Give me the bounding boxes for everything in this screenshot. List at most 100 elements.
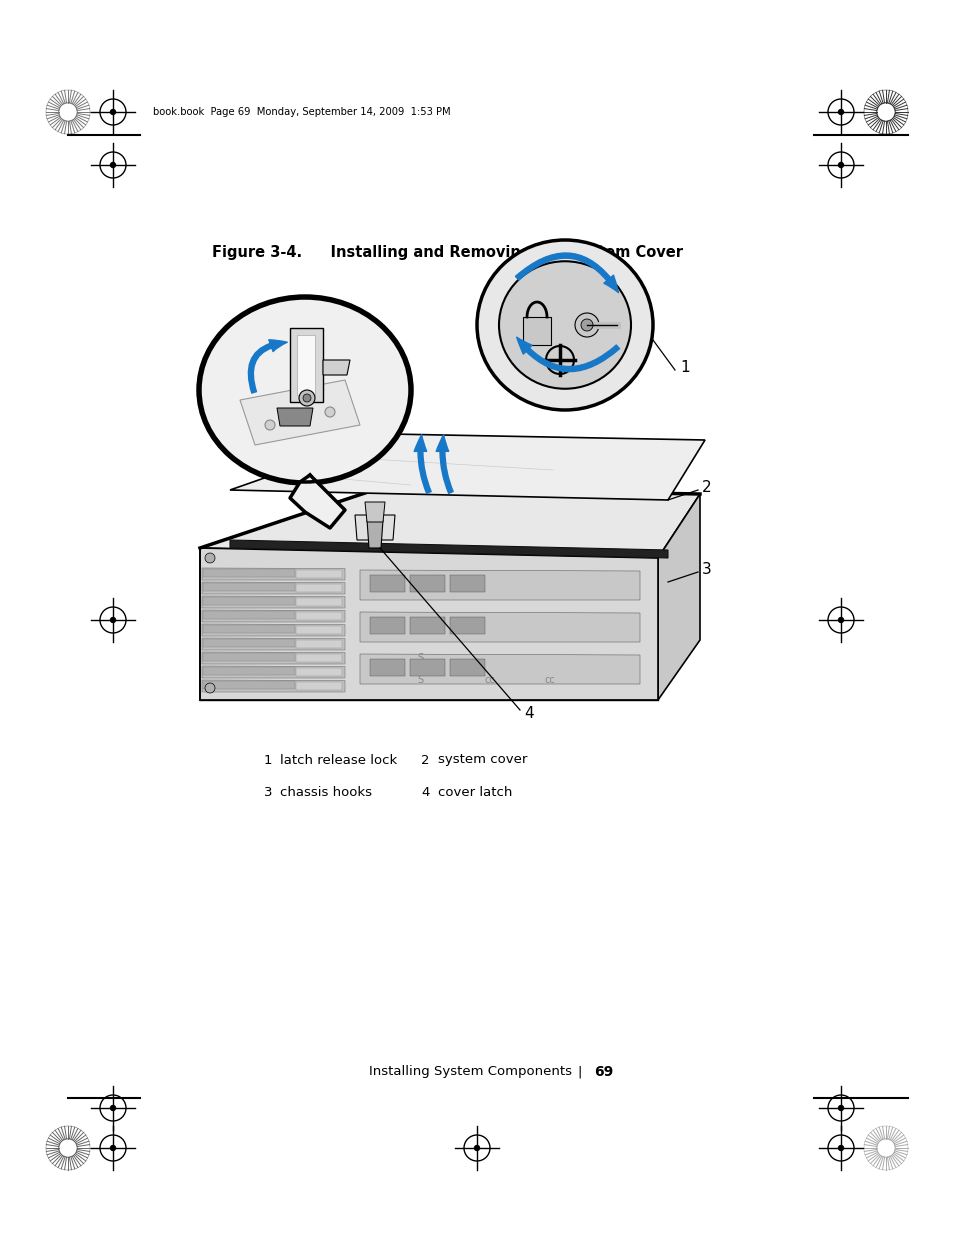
Circle shape [474, 1146, 479, 1151]
Text: 1: 1 [679, 361, 689, 375]
Polygon shape [202, 582, 345, 594]
Circle shape [838, 110, 842, 115]
Circle shape [265, 420, 274, 430]
Circle shape [575, 312, 598, 337]
Text: 3: 3 [701, 562, 711, 578]
Polygon shape [203, 638, 294, 647]
Polygon shape [370, 659, 405, 676]
Polygon shape [203, 667, 294, 676]
Polygon shape [202, 666, 345, 678]
Polygon shape [295, 682, 341, 690]
Polygon shape [658, 494, 700, 700]
Polygon shape [359, 571, 639, 600]
Polygon shape [230, 540, 667, 558]
Text: book.book  Page 69  Monday, September 14, 2009  1:53 PM: book.book Page 69 Monday, September 14, … [152, 107, 450, 117]
Text: Installing System Components: Installing System Components [369, 1066, 572, 1078]
Polygon shape [202, 568, 345, 580]
Text: 2: 2 [421, 753, 430, 767]
Text: 4: 4 [421, 785, 430, 799]
Text: cc: cc [484, 676, 495, 685]
Text: latch release lock: latch release lock [280, 753, 396, 767]
Polygon shape [365, 501, 385, 522]
Polygon shape [522, 317, 551, 345]
Polygon shape [367, 520, 382, 548]
Circle shape [838, 1146, 842, 1151]
Polygon shape [450, 576, 484, 592]
Text: 4: 4 [523, 706, 533, 721]
Polygon shape [203, 569, 294, 577]
Polygon shape [295, 584, 341, 592]
Polygon shape [202, 680, 345, 692]
Polygon shape [359, 655, 639, 684]
Text: cc: cc [544, 676, 555, 685]
Polygon shape [202, 610, 345, 622]
Polygon shape [450, 659, 484, 676]
Polygon shape [295, 655, 341, 662]
Polygon shape [370, 618, 405, 634]
Text: 69: 69 [594, 1065, 613, 1079]
Polygon shape [323, 359, 350, 375]
Polygon shape [230, 433, 704, 500]
Text: 2: 2 [701, 480, 711, 495]
Polygon shape [202, 638, 345, 650]
Polygon shape [410, 576, 444, 592]
Text: cover latch: cover latch [437, 785, 512, 799]
Circle shape [303, 394, 311, 403]
Polygon shape [290, 475, 345, 529]
Polygon shape [203, 583, 294, 592]
FancyArrowPatch shape [414, 435, 431, 493]
Polygon shape [202, 652, 345, 664]
Circle shape [111, 163, 115, 168]
Circle shape [838, 618, 842, 622]
Polygon shape [203, 597, 294, 605]
Ellipse shape [498, 262, 630, 389]
Ellipse shape [200, 298, 410, 482]
Text: Figure 3-4.: Figure 3-4. [212, 246, 302, 261]
Circle shape [325, 408, 335, 417]
Circle shape [111, 110, 115, 115]
Polygon shape [202, 597, 345, 608]
Text: |: | [578, 1066, 581, 1078]
Polygon shape [296, 335, 314, 395]
Polygon shape [276, 408, 313, 426]
Circle shape [580, 319, 593, 331]
Polygon shape [359, 613, 639, 642]
Polygon shape [203, 611, 294, 619]
Circle shape [838, 163, 842, 168]
Polygon shape [202, 624, 345, 636]
Circle shape [111, 618, 115, 622]
Text: 3: 3 [263, 785, 272, 799]
FancyArrowPatch shape [515, 253, 618, 293]
Polygon shape [295, 626, 341, 634]
FancyArrowPatch shape [436, 435, 453, 493]
Circle shape [838, 1105, 842, 1110]
Polygon shape [295, 668, 341, 676]
Polygon shape [295, 613, 341, 620]
Circle shape [205, 553, 214, 563]
Text: system cover: system cover [437, 753, 527, 767]
Polygon shape [355, 515, 395, 540]
Ellipse shape [198, 296, 412, 484]
Polygon shape [203, 625, 294, 634]
Polygon shape [290, 329, 323, 403]
Polygon shape [203, 680, 294, 689]
FancyArrowPatch shape [248, 340, 287, 393]
Circle shape [205, 683, 214, 693]
Text: S: S [416, 653, 422, 663]
Polygon shape [295, 640, 341, 648]
Polygon shape [370, 576, 405, 592]
Circle shape [298, 390, 314, 406]
Polygon shape [295, 598, 341, 606]
Polygon shape [410, 659, 444, 676]
Text: Installing and Removing the System Cover: Installing and Removing the System Cover [310, 246, 682, 261]
Polygon shape [200, 488, 700, 558]
Polygon shape [410, 618, 444, 634]
Circle shape [111, 1146, 115, 1151]
Polygon shape [203, 653, 294, 661]
Polygon shape [295, 571, 341, 578]
FancyArrowPatch shape [517, 337, 618, 372]
Text: S: S [416, 676, 422, 685]
Polygon shape [200, 548, 658, 700]
Text: chassis hooks: chassis hooks [280, 785, 372, 799]
Ellipse shape [476, 240, 652, 410]
